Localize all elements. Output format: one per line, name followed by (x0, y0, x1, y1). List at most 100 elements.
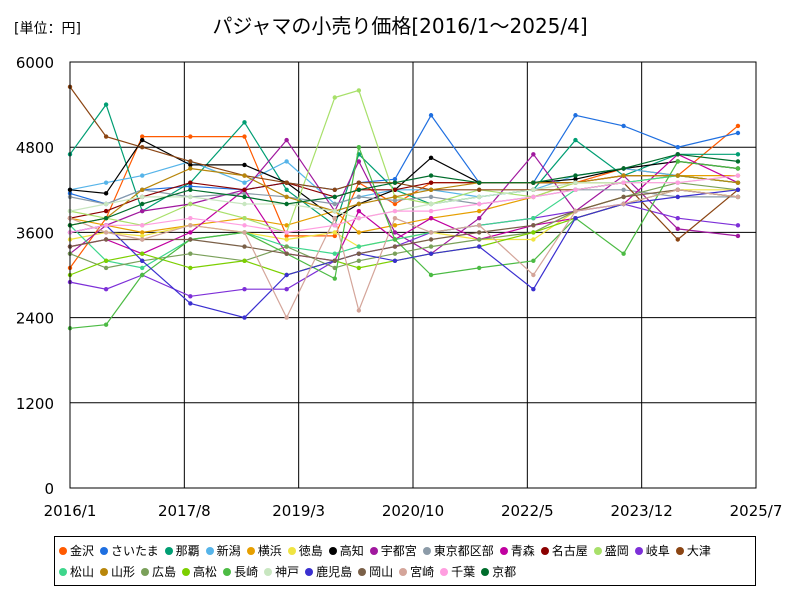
data-point (531, 187, 536, 192)
data-point (392, 180, 398, 185)
data-point (531, 237, 536, 242)
data-point (284, 251, 289, 256)
data-point (284, 159, 289, 164)
legend-label: 那覇 (175, 544, 200, 558)
x-tick-label: 2017/8 (158, 502, 211, 520)
data-point (103, 322, 109, 327)
data-point (392, 187, 398, 192)
data-point (284, 230, 289, 235)
data-point (188, 162, 193, 168)
data-point (332, 216, 337, 221)
data-point (103, 237, 109, 242)
x-tick-label: 2019/3 (272, 502, 325, 520)
data-point (392, 208, 398, 214)
data-point (531, 194, 536, 200)
data-point (188, 230, 193, 235)
data-point (356, 216, 362, 221)
data-point (140, 223, 145, 228)
data-point (188, 134, 193, 139)
legend-marker (182, 567, 191, 576)
data-point (284, 237, 289, 242)
legend-marker (205, 546, 214, 555)
legend-item: 千葉 (440, 561, 475, 582)
data-point (103, 258, 109, 263)
data-point (428, 244, 434, 249)
data-point (735, 180, 741, 185)
data-point (675, 152, 680, 157)
series-宮崎 (67, 187, 741, 320)
legend-marker (634, 546, 643, 555)
data-point (476, 208, 482, 214)
data-point (531, 180, 536, 185)
legend-marker (59, 567, 67, 576)
legend-item: 岡山 (358, 561, 393, 582)
data-point (392, 176, 398, 182)
data-point (735, 159, 741, 164)
data-point (103, 223, 109, 228)
data-point (356, 244, 362, 249)
unit-label: [単位：円] (14, 21, 81, 37)
data-point (103, 230, 109, 235)
data-point (392, 230, 398, 235)
data-point (284, 315, 289, 320)
data-point (621, 166, 626, 171)
axes: 2016/1 2017/8 2019/3 2020/10 2022/5 2023/12 20… (16, 54, 783, 520)
data-point (476, 265, 482, 271)
data-point (284, 137, 289, 143)
data-point (284, 187, 289, 192)
legend-item: 神戸 (264, 561, 299, 582)
data-point (392, 237, 398, 242)
data-point (242, 258, 247, 263)
data-point (103, 180, 109, 185)
y-tick-label: 2400 (16, 310, 54, 328)
data-point (242, 244, 247, 249)
data-point (675, 145, 680, 150)
data-point (332, 233, 337, 239)
data-point (332, 201, 337, 207)
legend-marker (399, 567, 408, 576)
data-point (392, 201, 398, 207)
data-point (103, 216, 109, 221)
legend-item: 岐阜 (634, 540, 670, 561)
x-tick-label: 2020/10 (382, 502, 444, 520)
data-point (332, 276, 337, 281)
legend-item: 青森 (499, 540, 535, 561)
data-point (356, 208, 362, 214)
data-point (531, 272, 536, 278)
data-point (188, 201, 193, 207)
data-point (140, 134, 145, 139)
data-point (621, 251, 626, 256)
data-point (284, 287, 289, 292)
data-point (573, 187, 578, 192)
legend-label: 徳島 (298, 544, 323, 558)
legend-label: 横浜 (257, 544, 282, 558)
legend-marker (540, 546, 549, 555)
y-tick-label: 4800 (16, 139, 54, 157)
data-point (332, 208, 337, 214)
data-point (621, 187, 626, 192)
data-point (103, 102, 109, 107)
data-point (140, 251, 145, 256)
legend-marker (369, 546, 378, 555)
data-point (332, 194, 337, 200)
data-point (428, 201, 434, 207)
data-point (356, 230, 362, 235)
data-point (675, 180, 680, 185)
data-point (356, 145, 362, 150)
data-point (284, 233, 289, 239)
data-point (188, 180, 193, 185)
data-point (103, 191, 109, 196)
y-tick-label: 1200 (16, 395, 54, 413)
data-point (140, 194, 145, 200)
data-point (573, 113, 578, 118)
data-point (332, 187, 337, 192)
data-point (476, 201, 482, 207)
data-point (392, 216, 398, 221)
data-point (356, 159, 362, 164)
data-point (242, 187, 247, 192)
data-point (621, 194, 626, 200)
legend-label: 鹿児島 (316, 565, 353, 579)
x-tick-label: 2025/7 (730, 502, 783, 520)
legend-item: 鹿児島 (305, 561, 352, 582)
legend-item: 東京都区部 (422, 540, 494, 561)
